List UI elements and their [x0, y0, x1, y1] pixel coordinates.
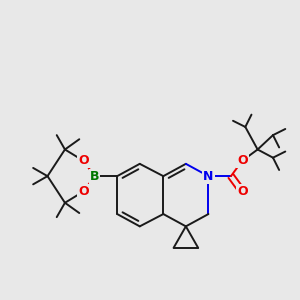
Text: O: O [237, 154, 247, 167]
Text: O: O [237, 185, 247, 198]
Text: O: O [78, 154, 89, 167]
Text: B: B [90, 169, 99, 183]
Text: O: O [78, 185, 89, 198]
Text: N: N [203, 169, 214, 183]
